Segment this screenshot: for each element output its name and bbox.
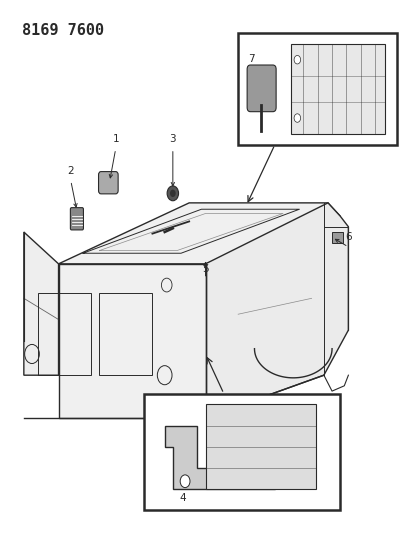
Bar — [238, 33, 397, 144]
Circle shape — [167, 186, 178, 201]
Bar — [332, 232, 343, 243]
Polygon shape — [58, 264, 206, 418]
Bar — [99, 293, 152, 375]
Circle shape — [180, 475, 190, 488]
Text: 1: 1 — [112, 134, 119, 144]
Circle shape — [170, 190, 175, 197]
Polygon shape — [58, 203, 340, 264]
Polygon shape — [206, 203, 349, 418]
FancyBboxPatch shape — [70, 208, 83, 230]
Circle shape — [294, 55, 300, 64]
Text: 5: 5 — [202, 264, 209, 274]
Text: 7: 7 — [248, 54, 255, 64]
Polygon shape — [291, 44, 385, 134]
Text: 8169 7600: 8169 7600 — [22, 22, 104, 38]
Polygon shape — [165, 425, 275, 489]
Text: 6: 6 — [345, 232, 352, 243]
FancyBboxPatch shape — [99, 172, 118, 194]
Text: 4: 4 — [179, 493, 186, 503]
FancyBboxPatch shape — [247, 65, 276, 112]
Text: 3: 3 — [169, 134, 176, 144]
Bar — [38, 293, 91, 375]
Text: 2: 2 — [67, 166, 74, 176]
Polygon shape — [206, 405, 316, 489]
Circle shape — [294, 114, 300, 122]
Bar — [144, 394, 340, 511]
Polygon shape — [24, 232, 58, 375]
